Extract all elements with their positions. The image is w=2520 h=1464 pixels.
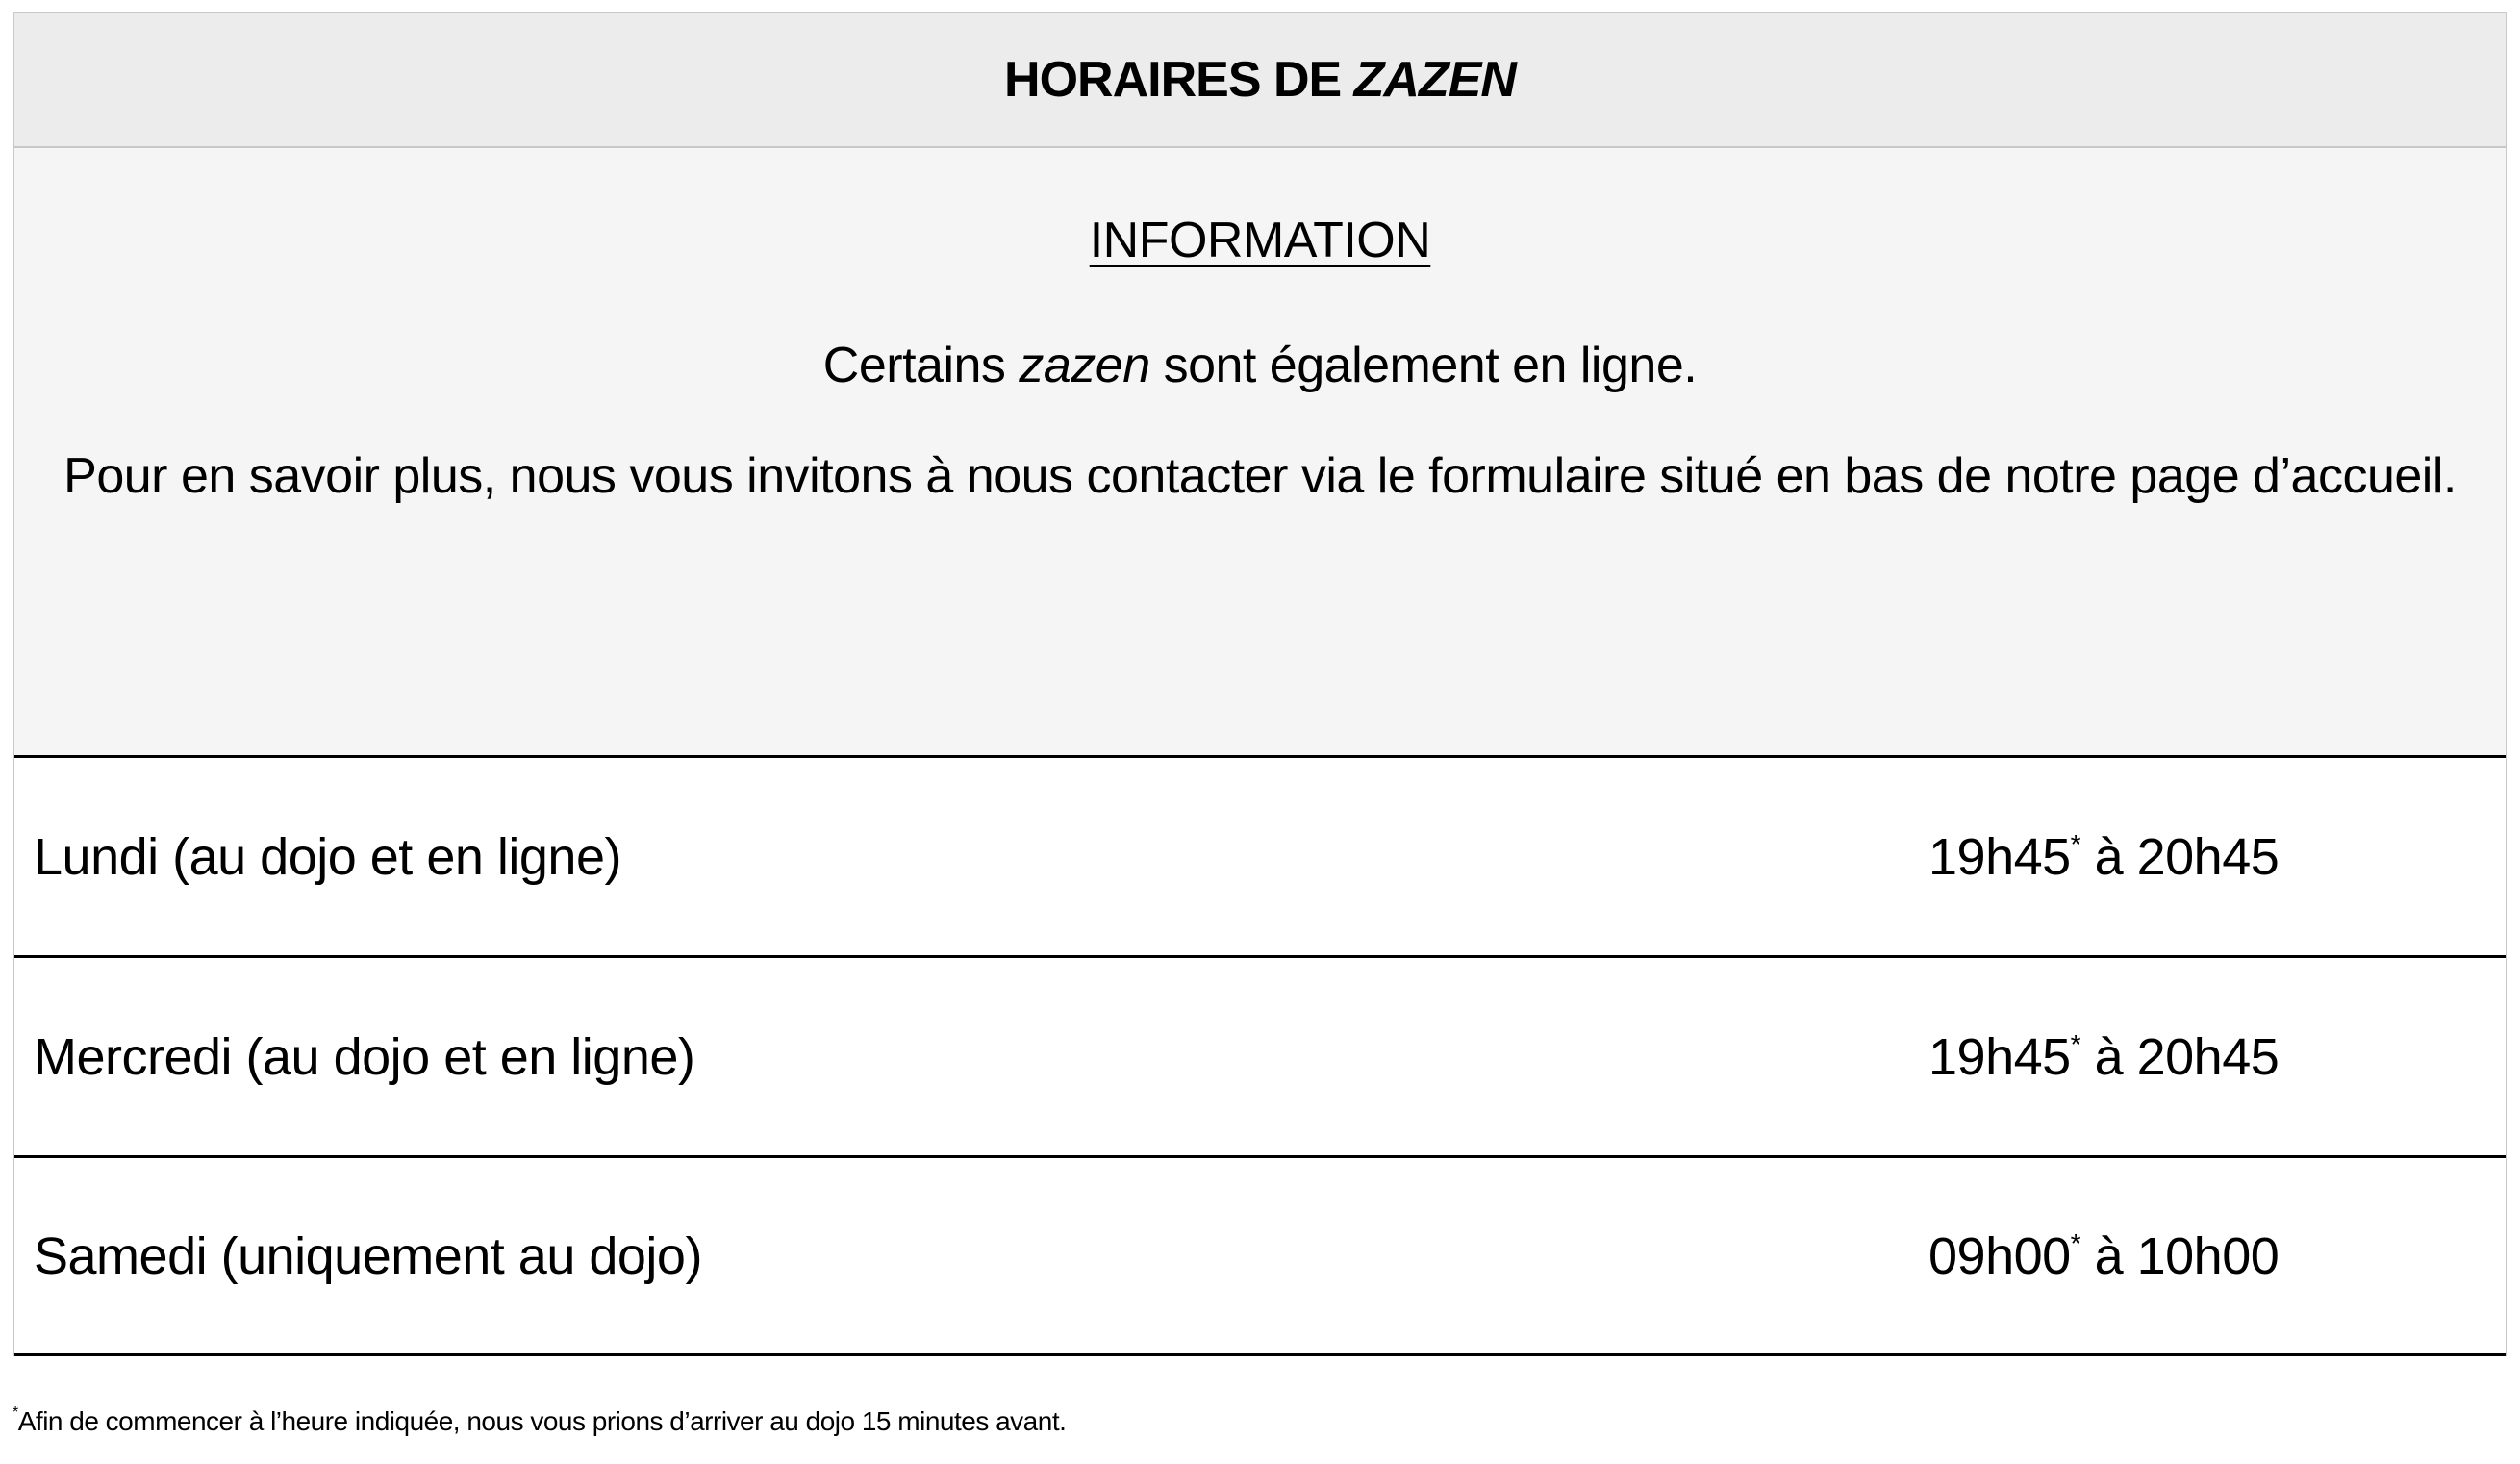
day-cell: Lundi (au dojo et en ligne) (34, 827, 621, 886)
footnote: *Afin de commencer à l’heure indiquée, n… (13, 1404, 1067, 1437)
table-header: HORAIRES DE ZAZEN (14, 13, 2506, 148)
online-notice-start: Certains (822, 338, 1020, 393)
asterisk: * (2070, 828, 2081, 859)
start-time: 09h00 (1928, 1226, 2071, 1285)
footnote-mark: * (13, 1404, 18, 1421)
online-notice: Certains zazen sont également en ligne. (14, 337, 2506, 394)
end-time: à 10h00 (2080, 1226, 2280, 1285)
page-title: HORAIRES DE ZAZEN (1004, 51, 1517, 109)
zazen-schedule-table: HORAIRES DE ZAZEN INFORMATION Certains z… (13, 12, 2507, 1356)
information-section: INFORMATION Certains zazen sont égalemen… (14, 148, 2506, 758)
start-time: 19h45 (1928, 1027, 2071, 1086)
day-cell: Samedi (uniquement au dojo) (34, 1226, 702, 1285)
contact-notice: Pour en savoir plus, nous vous invitons … (63, 448, 2457, 504)
asterisk: * (2070, 1227, 2081, 1258)
time-cell: 19h45* à 20h45 (1928, 1027, 2506, 1087)
online-notice-end: sont également en ligne. (1149, 338, 1698, 393)
time-cell: 09h00* à 10h00 (1928, 1226, 2506, 1286)
table-row: Lundi (au dojo et en ligne) 19h45* à 20h… (14, 758, 2506, 958)
time-cell: 19h45* à 20h45 (1928, 827, 2506, 887)
table-row: Samedi (uniquement au dojo) 09h00* à 10h… (14, 1158, 2506, 1356)
footnote-text: Afin de commencer à l’heure indiquée, no… (17, 1406, 1067, 1436)
information-heading: INFORMATION (1089, 213, 1431, 268)
table-row: Mercredi (au dojo et en ligne) 19h45* à … (14, 958, 2506, 1158)
title-prefix: HORAIRES DE (1004, 52, 1354, 108)
end-time: à 20h45 (2080, 1027, 2280, 1086)
day-cell: Mercredi (au dojo et en ligne) (34, 1027, 695, 1086)
start-time: 19h45 (1928, 827, 2071, 886)
title-italic: ZAZEN (1353, 52, 1517, 108)
asterisk: * (2070, 1028, 2081, 1059)
online-notice-italic: zazen (1019, 338, 1150, 393)
end-time: à 20h45 (2080, 827, 2280, 886)
